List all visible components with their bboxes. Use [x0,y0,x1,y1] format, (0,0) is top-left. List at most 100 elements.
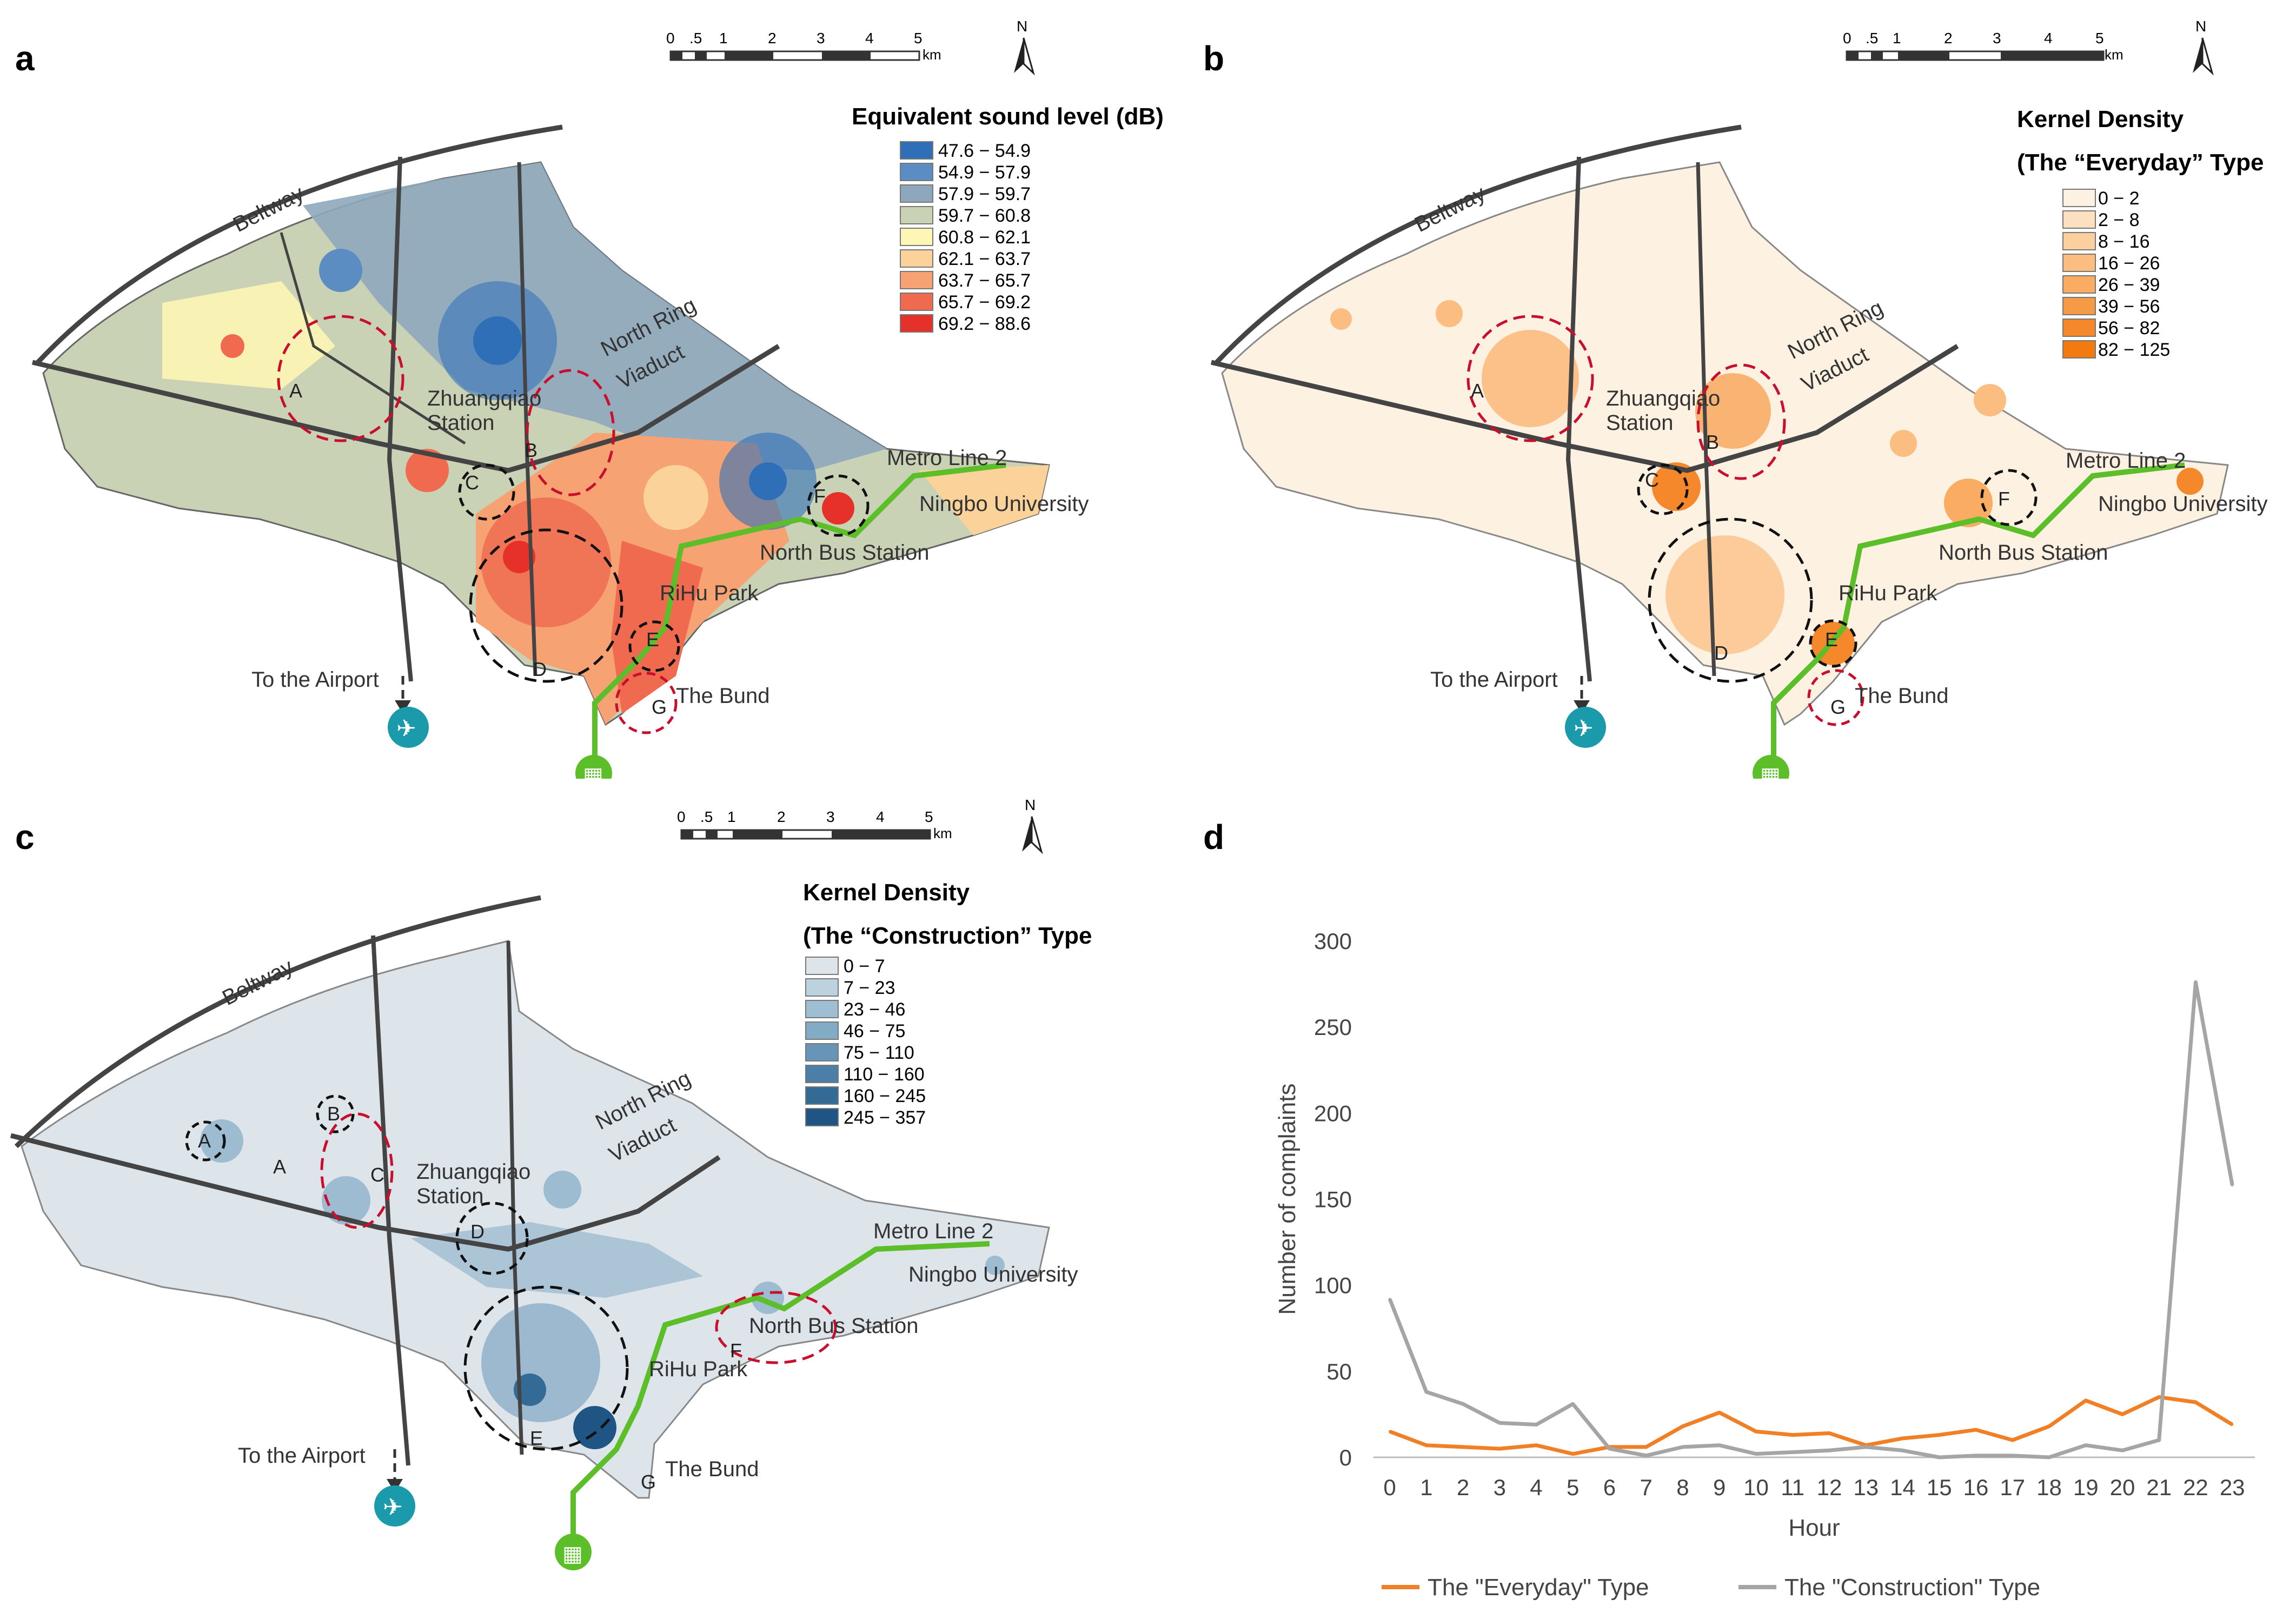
svg-text:3: 3 [826,808,835,825]
x-tick-label: 17 [2000,1475,2025,1500]
series-line-0 [1389,1395,2234,1456]
legend-label: 63.7 − 65.7 [938,270,1031,291]
legend-label: 0 − 7 [844,956,885,977]
zone-g: G [652,696,667,718]
zone-b: B [525,439,537,461]
legend-swatch [805,1065,839,1083]
legend-label: 2 − 8 [2098,210,2140,230]
legend-label: 26 − 39 [2098,275,2160,295]
data-point [2231,1184,2234,1187]
svg-text:N: N [2195,18,2206,35]
legend-swatch [805,1000,839,1018]
svg-text:The Bund: The Bund [665,1457,759,1481]
legend-label: 65.7 − 69.2 [938,292,1031,313]
scale-unit: km [923,47,941,63]
svg-text:C: C [370,1164,384,1186]
data-point [2121,1449,2124,1452]
zone-a: A [289,380,302,402]
legend-label: 69.2 − 88.6 [938,314,1031,334]
svg-text:3: 3 [1993,30,2001,47]
svg-text:2: 2 [1944,30,1953,47]
svg-text:▦: ▦ [562,1542,583,1566]
data-point [2048,1456,2051,1458]
scale-label-2: 2 [768,30,777,47]
x-tick-label: 5 [1567,1475,1579,1500]
panel-a-map: a 0 .5 1 2 3 4 5 km N [15,18,1164,779]
svg-text:1: 1 [1893,30,1901,47]
y-tick-label: 250 [1314,1014,1352,1040]
data-point [1791,1451,1794,1454]
legend-swatch [805,1043,839,1061]
y-tick-label: 50 [1326,1359,1352,1384]
x-tick-label: 1 [1420,1475,1432,1500]
panel-c-map: c 0 .5 1 2 3 4 5 km N [10,797,1092,1570]
data-point [2048,1425,2051,1428]
legend-label: 8 − 16 [2098,231,2149,252]
data-point [2085,1399,2087,1402]
svg-text:✈: ✈ [396,715,416,742]
chart-series [1388,980,2234,1459]
svg-text:G: G [641,1471,656,1493]
north-arrow-icon: N [2193,18,2214,76]
data-point [1864,1445,1867,1448]
x-tick-label: 9 [1713,1475,1726,1500]
scale-bar: 0 .5 1 2 3 4 5 km [666,30,941,63]
x-tick-label: 13 [1853,1475,1879,1500]
svg-text:A: A [198,1130,211,1152]
series-line-1 [1388,980,2234,1459]
svg-text:2: 2 [777,808,786,825]
y-tick-label: 150 [1314,1187,1352,1212]
x-tick-label: 22 [2183,1475,2208,1500]
svg-text:0: 0 [677,808,686,825]
svg-text:A: A [273,1156,286,1178]
legend-swatch [900,293,933,311]
data-point [1974,1454,1977,1457]
zone-f: F [814,485,826,507]
airport-label: To the Airport [251,668,379,692]
data-point [1828,1432,1830,1435]
svg-text:▦: ▦ [583,764,603,779]
legend-label: 56 − 82 [2098,318,2160,339]
scale-label-05: .5 [689,30,702,47]
legend-swatch [900,141,933,160]
svg-text:4: 4 [876,808,885,825]
x-tick-label: 20 [2110,1475,2135,1500]
x-tick-label: 10 [1743,1475,1769,1500]
x-tick-label: 8 [1676,1475,1689,1500]
legend-label: 110 − 160 [844,1064,925,1085]
zone-circles: A B C D E F G [277,315,870,734]
svg-text:D: D [470,1220,485,1243]
legend-swatch [900,228,933,246]
legend-swatch [900,314,933,333]
y-axis-label: Number of complaints [1274,1084,1300,1315]
legend-label: 82 − 125 [2098,340,2170,360]
x-tick-label: 7 [1640,1475,1653,1500]
legend-label: 54.9 − 57.9 [938,162,1031,183]
panel-d-label: d [1203,818,1224,857]
svg-text:F: F [730,1339,742,1362]
data-point [1462,1403,1464,1405]
svg-text:RiHu Park: RiHu Park [649,1357,748,1381]
svg-text:0: 0 [1843,30,1852,47]
scale-label-4: 4 [865,30,874,47]
data-point [1791,1434,1794,1436]
svg-text:km: km [933,825,952,841]
svg-text:Metro Line 2: Metro Line 2 [873,1219,993,1243]
data-point [1681,1445,1684,1448]
svg-text:.5: .5 [1866,30,1878,47]
north-bus-station-label: North Bus Station [760,541,930,565]
svg-text:Equivalent sound level (dB): Equivalent sound level (dB) [852,103,1164,130]
legend-label-0: The "Everyday" Type [1428,1574,1649,1601]
panel-a-label: a [15,39,35,78]
x-tick-label: 14 [1890,1475,1915,1500]
svg-text:✈: ✈ [383,1494,403,1521]
data-point [1498,1422,1501,1424]
data-point [1938,1456,1941,1458]
data-point [1755,1452,1757,1455]
svg-text:The Bund: The Bund [1855,684,1948,708]
data-point [1645,1454,1648,1457]
x-tick-label: 4 [1530,1475,1542,1500]
legend-label: 60.8 − 62.1 [938,227,1031,248]
